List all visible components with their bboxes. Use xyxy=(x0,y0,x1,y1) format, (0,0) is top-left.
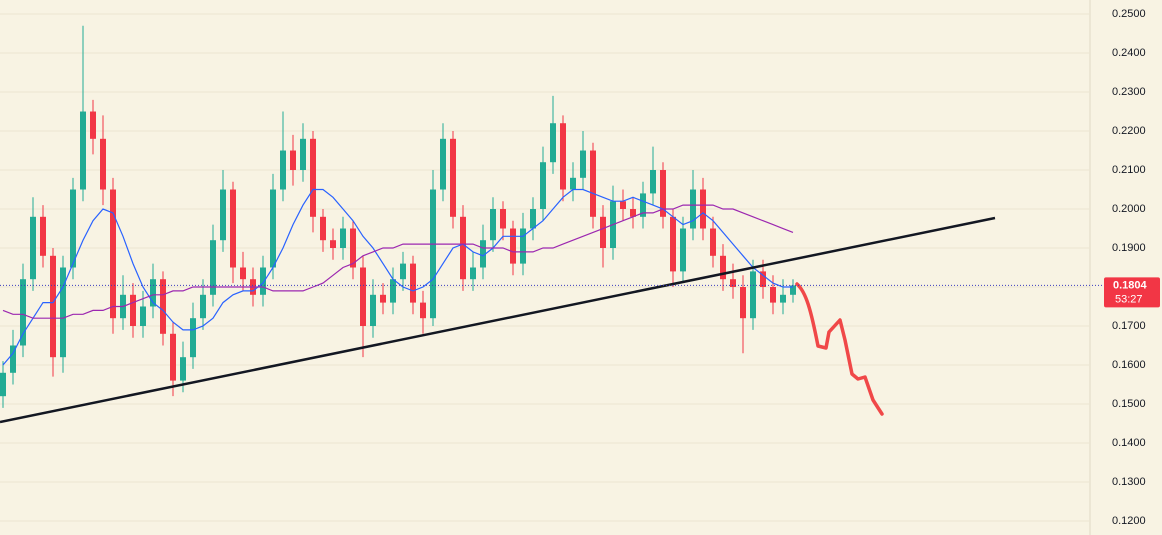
candle-body xyxy=(430,189,436,319)
candle-body xyxy=(0,372,6,397)
y-tick-label: 0.2000 xyxy=(1112,203,1146,215)
countdown: 53:27 xyxy=(1115,293,1143,305)
y-tick-label: 0.2300 xyxy=(1112,86,1146,98)
candle-body xyxy=(60,267,66,358)
y-tick-label: 0.1700 xyxy=(1112,320,1146,332)
candle-body xyxy=(420,302,426,319)
candle-body xyxy=(260,267,266,295)
candle-body xyxy=(390,279,396,303)
candle-body xyxy=(180,357,186,381)
candle-body xyxy=(480,240,486,268)
price-label: 0.1804 xyxy=(1113,279,1148,291)
candle-body xyxy=(110,189,116,319)
candle-body xyxy=(590,150,596,217)
y-tick-label: 0.2100 xyxy=(1112,164,1146,176)
candle-body xyxy=(490,209,496,241)
candle-body xyxy=(150,279,156,307)
candle-body xyxy=(470,267,476,280)
candle-body xyxy=(80,111,86,190)
candle-body xyxy=(290,150,296,171)
candle-body xyxy=(710,228,716,256)
candle-body xyxy=(740,286,746,319)
trend-line xyxy=(0,216,996,424)
candle-body xyxy=(600,216,606,249)
price-label-box xyxy=(1104,277,1160,308)
candle-body xyxy=(770,286,776,303)
y-tick-label: 0.2200 xyxy=(1112,125,1146,137)
y-tick-label: 0.1600 xyxy=(1112,359,1146,371)
y-tick-label: 0.1900 xyxy=(1112,242,1146,254)
candle-body xyxy=(400,263,406,280)
candle-body xyxy=(90,111,96,139)
candle-body xyxy=(70,189,76,268)
candle-body xyxy=(640,193,646,217)
candle-body xyxy=(370,294,376,326)
y-tick-label: 0.2400 xyxy=(1112,47,1146,59)
candle-body xyxy=(350,228,356,268)
candle-body xyxy=(40,216,46,256)
y-tick-label: 0.2500 xyxy=(1112,8,1146,20)
candle-body xyxy=(700,189,706,229)
candle-body xyxy=(690,189,696,229)
candle-body xyxy=(630,209,636,217)
candle-body xyxy=(270,189,276,268)
candle-body xyxy=(440,138,446,190)
candle-body xyxy=(240,267,246,280)
candle-body xyxy=(340,228,346,249)
candle-body xyxy=(170,333,176,381)
candle-body xyxy=(310,138,316,217)
candle-body xyxy=(780,294,786,303)
candle-body xyxy=(500,209,506,229)
candle-body xyxy=(560,123,566,190)
candle-body xyxy=(160,279,166,334)
projection-arrow xyxy=(795,282,884,416)
candle-body xyxy=(410,263,416,303)
candle-body xyxy=(380,294,386,303)
y-tick-label: 0.1300 xyxy=(1112,476,1146,488)
candle-body xyxy=(100,138,106,190)
candle-body xyxy=(720,255,726,280)
candle-body xyxy=(30,216,36,280)
moving-average xyxy=(2,188,793,366)
candle-body xyxy=(660,170,666,217)
candle-body xyxy=(360,267,366,326)
candle-body xyxy=(510,228,516,264)
candle-body xyxy=(460,216,466,280)
candle-body xyxy=(10,345,16,373)
candle-body xyxy=(530,209,536,229)
candle-body xyxy=(200,294,206,319)
candle-body xyxy=(550,123,556,163)
candle-body xyxy=(190,318,196,358)
candle-body xyxy=(50,255,56,358)
y-tick-label: 0.1200 xyxy=(1112,515,1146,527)
candle-body xyxy=(130,294,136,326)
moving-average xyxy=(2,204,794,319)
y-tick-label: 0.1400 xyxy=(1112,437,1146,449)
candle-body xyxy=(670,216,676,272)
candle-body xyxy=(300,138,306,171)
candle-body xyxy=(20,279,26,346)
candle-body xyxy=(220,189,226,241)
candle-body xyxy=(760,271,766,287)
candle-body xyxy=(570,177,576,190)
candle-body xyxy=(320,216,326,241)
candle-body xyxy=(620,201,626,210)
candle-body xyxy=(730,279,736,287)
candle-body xyxy=(450,138,456,217)
y-tick-label: 0.1500 xyxy=(1112,398,1146,410)
candle-body xyxy=(750,271,756,319)
candle-body xyxy=(680,228,686,272)
candle-body xyxy=(650,170,656,194)
candle-body xyxy=(210,240,216,295)
candle-body xyxy=(140,306,146,326)
candle-body xyxy=(540,162,546,210)
candle-body xyxy=(230,189,236,268)
candle-body xyxy=(790,285,796,295)
candle-body xyxy=(280,150,286,190)
candle-body xyxy=(580,150,586,178)
candle-body xyxy=(330,240,336,249)
candle-body xyxy=(520,228,526,264)
